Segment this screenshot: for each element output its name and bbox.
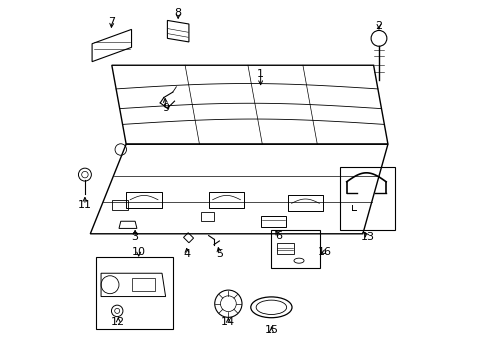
Text: 7: 7: [108, 17, 115, 27]
Bar: [287, 195, 323, 211]
Bar: [271, 230, 319, 268]
Bar: [339, 167, 394, 230]
Text: 12: 12: [111, 317, 125, 327]
Bar: [201, 212, 214, 221]
Text: 3: 3: [131, 232, 138, 242]
Text: 10: 10: [131, 247, 145, 257]
Text: 15: 15: [264, 325, 278, 335]
Text: 1: 1: [257, 69, 264, 79]
Bar: [112, 201, 128, 211]
Bar: [126, 192, 162, 208]
Text: 5: 5: [216, 248, 223, 258]
Bar: [276, 243, 293, 253]
Bar: [131, 278, 155, 291]
Text: 16: 16: [318, 247, 331, 257]
Text: 14: 14: [221, 317, 235, 327]
Text: 4: 4: [183, 248, 190, 258]
Text: 6: 6: [275, 231, 282, 240]
Bar: [208, 192, 244, 208]
Text: 8: 8: [174, 8, 182, 18]
Text: 13: 13: [361, 232, 374, 242]
Text: 9: 9: [162, 103, 169, 113]
Text: 2: 2: [375, 21, 382, 31]
Text: 11: 11: [78, 200, 92, 210]
Bar: [96, 257, 172, 329]
